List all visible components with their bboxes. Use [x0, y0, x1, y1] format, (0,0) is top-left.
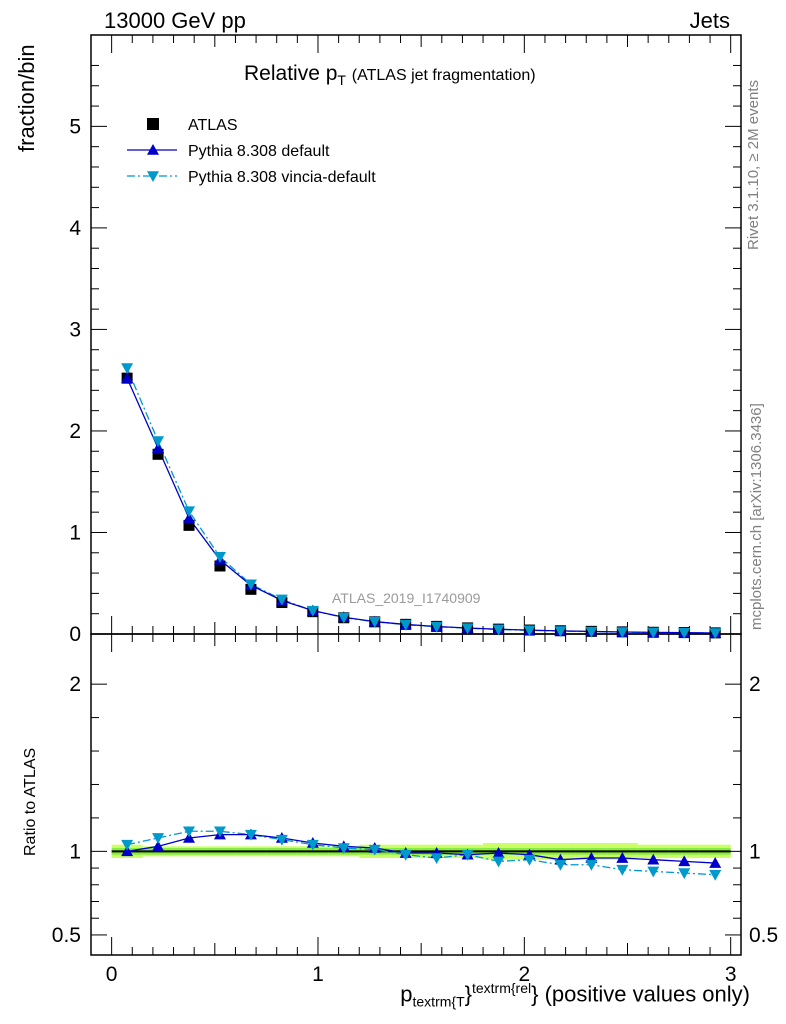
x-axis-label: ptextrm{T}textrm{rel} (positive values o… — [400, 980, 750, 1010]
vincia-point — [213, 552, 226, 563]
analysis-tag: ATLAS_2019_I1740909 — [332, 590, 481, 606]
header-category-label: Jets — [689, 8, 730, 33]
ratio-default-point — [152, 840, 165, 852]
vincia-point — [709, 628, 722, 640]
header-process-label: 13000 GeV pp — [104, 8, 246, 33]
ratio-default-point — [647, 853, 660, 865]
main-y-tick-label: 1 — [69, 521, 81, 544]
ratio-vincia-point — [554, 859, 567, 871]
ratio-vincia-point — [492, 856, 505, 868]
legend-atlas-marker — [147, 118, 159, 130]
main-y-tick-label: 5 — [69, 115, 81, 138]
plot-title: Relative pT (ATLAS jet fragmentation) — [244, 62, 536, 88]
ratio-vincia-point — [183, 826, 196, 838]
vincia-point — [183, 506, 196, 518]
default-point — [152, 442, 165, 454]
ratio-vincia-point — [585, 859, 598, 871]
ratio-vincia-point — [244, 829, 257, 841]
x-tick-label: 2 — [518, 963, 530, 986]
vincia-point — [492, 624, 505, 636]
vincia-point — [368, 616, 381, 628]
main-y-tick-label: 0 — [69, 623, 81, 646]
plot-title-main: Relative p — [244, 62, 338, 85]
x-tick-label: 0 — [106, 963, 118, 986]
ratio-vincia-point — [709, 869, 722, 881]
vincia-point — [430, 621, 443, 633]
ratio-vincia-point — [430, 853, 443, 865]
ratio-vincia-point — [399, 849, 412, 861]
ratio-vincia-point — [368, 844, 381, 856]
ratio-default-point — [121, 845, 134, 857]
ratio-default-point — [492, 847, 505, 858]
vincia-point — [275, 594, 288, 606]
plot-title-extra: (ATLAS jet fragmentation) — [351, 67, 536, 84]
ratio-vincia-point — [461, 849, 474, 861]
x-axis-label-sub: textrm{T — [412, 993, 465, 1010]
legend-default-marker — [147, 144, 159, 155]
ratio-default-point — [709, 857, 722, 868]
x-tick-label: 3 — [725, 963, 737, 986]
legend-default-label: Pythia 8.308 default — [188, 143, 330, 160]
ratio-default-point — [183, 831, 196, 843]
vincia-line — [126, 367, 716, 634]
vincia-point — [523, 625, 536, 637]
ratio-vincia-point — [152, 833, 165, 844]
vincia-point — [121, 363, 134, 375]
ratio-y-tick-label: 2 — [69, 673, 81, 696]
ratio-y-tick-label: 1 — [69, 840, 81, 863]
vincia-point — [306, 605, 319, 617]
atlas-data-point — [183, 519, 195, 531]
vincia-point — [337, 612, 350, 624]
ratio-vincia-line — [126, 830, 716, 876]
ratio-vincia-point — [306, 839, 319, 851]
plot-title-sub: T — [337, 72, 346, 89]
legend-atlas-label: ATLAS — [188, 117, 238, 134]
ratio-y-tick-label-right: 2 — [749, 673, 761, 696]
vincia-point — [678, 627, 691, 639]
vincia-point — [554, 626, 567, 638]
ratio-y-tick-label-right: 0.5 — [749, 924, 778, 947]
ratio-vincia-point — [121, 839, 134, 851]
ratio-default-point — [616, 852, 629, 863]
ratio-default-point — [678, 855, 691, 867]
vincia-point — [399, 619, 412, 631]
main-y-tick-label: 2 — [69, 420, 81, 443]
ratio-vincia-point — [647, 866, 660, 878]
atlas-data-point — [214, 560, 226, 572]
default-line — [126, 377, 716, 634]
vincia-point — [244, 579, 257, 591]
vincia-point — [647, 627, 660, 639]
x-axis-label-sup: textrm{rel — [471, 980, 532, 996]
ratio-panel-frame — [90, 633, 742, 956]
vincia-point — [616, 627, 629, 639]
ratio-y-tick-label: 0.5 — [52, 924, 81, 947]
ratio-vincia-point — [523, 854, 536, 866]
ratio-vincia-point — [213, 826, 226, 838]
ratio-vincia-point — [678, 868, 691, 880]
vincia-point — [461, 623, 474, 635]
main-y-tick-label: 4 — [69, 217, 81, 240]
x-axis-label-main: p — [400, 981, 413, 1007]
ratio-vincia-point — [275, 834, 288, 846]
vincia-point — [152, 436, 165, 448]
main-y-tick-label: 3 — [69, 318, 81, 341]
default-point — [183, 512, 196, 524]
ratio-y-tick-label-right: 1 — [749, 840, 761, 863]
x-tick-label: 1 — [312, 963, 324, 986]
x-axis-label-tail: } (positive values only) — [531, 981, 750, 1007]
vincia-point — [585, 626, 598, 638]
ratio-default-line — [127, 833, 716, 864]
legend-vincia-label: Pythia 8.308 vincia-default — [188, 169, 376, 186]
ratio-vincia-point — [616, 864, 629, 876]
default-point — [121, 372, 134, 383]
atlas-data-point — [152, 448, 164, 460]
ratio-vincia-point — [337, 843, 350, 854]
legend-vincia-marker — [147, 171, 159, 182]
